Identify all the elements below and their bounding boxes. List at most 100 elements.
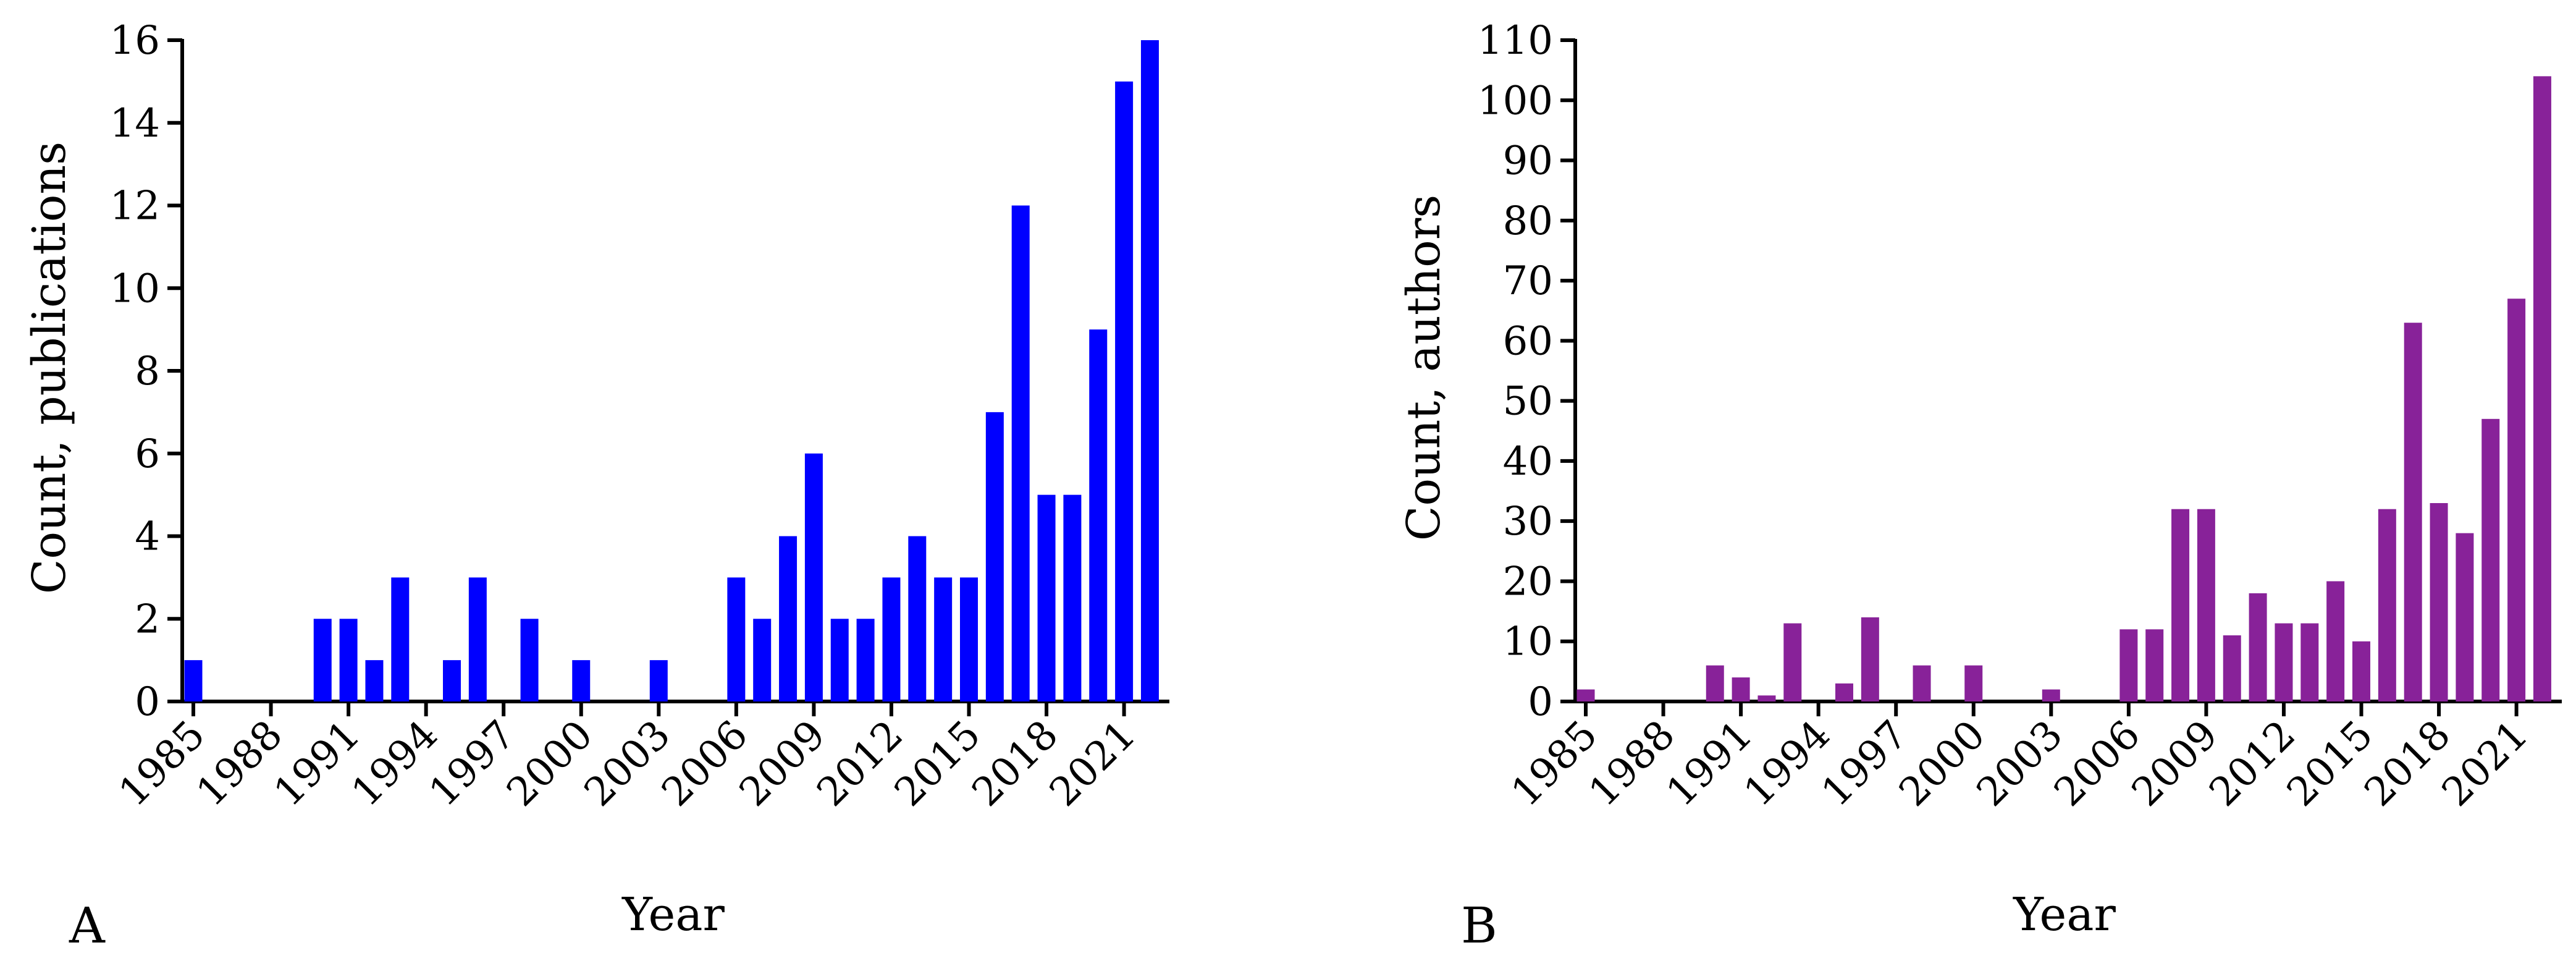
panel-a-bar-2010 — [830, 619, 849, 701]
panel-b-x-tick-label: 2003 — [1968, 712, 2071, 815]
panel-a-x-tick-label: 2012 — [809, 712, 912, 815]
panel-a-y-tick-label: 0 — [135, 679, 160, 725]
panel-a-axes: 0246810121416198519881991199419972000200… — [110, 18, 1169, 815]
panel-a-bar-2019 — [1063, 494, 1082, 701]
panel-b-bar-2006 — [2119, 629, 2138, 701]
panel-b-bar-1985 — [1576, 689, 1595, 701]
panel-a-x-tick-label: 2003 — [576, 712, 679, 815]
panel-a-y-tick-label: 6 — [135, 431, 160, 477]
panel-b-y-tick-label: 10 — [1503, 619, 1553, 665]
panel-a-bar-2022 — [1140, 40, 1159, 701]
panel-b-x-tick-label: 2015 — [2278, 712, 2381, 815]
panel-b-x-tick-label: 1994 — [1735, 712, 1838, 815]
panel-b-bar-2007 — [2145, 629, 2164, 701]
panel-b-y-axis-title: Count, authors — [1397, 195, 1450, 541]
panel-a-bar-2003 — [649, 660, 668, 701]
panel-a-y-tick-label: 4 — [135, 514, 160, 560]
panel-a-bar-1990 — [313, 619, 332, 701]
panel-a-y-tick-label: 16 — [110, 18, 160, 64]
panel-b-bar-2012 — [2275, 623, 2293, 701]
panel-a-bar-2021 — [1115, 81, 1134, 701]
panel-a-bar-2013 — [908, 536, 927, 701]
panel-a-bar-1995 — [443, 660, 461, 701]
panel-b-axes: 0102030405060708090100110198519881991199… — [1478, 18, 2562, 815]
panel-b-bar-2013 — [2300, 623, 2319, 701]
panel-a-x-tick-label: 1988 — [188, 712, 291, 815]
panel-b-x-tick-label: 2000 — [1891, 712, 1994, 815]
panel-b-bar-1995 — [1835, 683, 1853, 701]
panel-b-bar-2015 — [2352, 641, 2370, 701]
panel-b-bar-2014 — [2326, 581, 2345, 701]
panel-a-x-tick-label: 2018 — [964, 712, 1067, 815]
panel-b-bar-2000 — [1964, 665, 1983, 701]
panel-b-bar-2017 — [2404, 323, 2422, 701]
panel-b-label: B — [1461, 897, 1497, 954]
panel-a-y-tick-label: 2 — [135, 596, 160, 642]
panel-a-bar-2000 — [572, 660, 591, 701]
panel-b-x-tick-label: 2018 — [2356, 712, 2459, 815]
panel-b-y-tick-label: 100 — [1478, 78, 1553, 124]
panel-b-bar-1990 — [1706, 665, 1724, 701]
panel-a-bar-1996 — [468, 577, 487, 701]
panel-a-y-tick-label: 12 — [110, 184, 160, 229]
panel-a-bar-1998 — [520, 619, 539, 701]
panel-b-x-tick-label: 1985 — [1503, 712, 1606, 815]
panel-b-bar-2003 — [2042, 689, 2060, 701]
panel-a-y-tick-label: 10 — [110, 266, 160, 311]
panel-b-bar-2022 — [2533, 76, 2551, 701]
panel-a-x-axis-title: Year — [621, 888, 725, 941]
panel-b-y-tick-label: 80 — [1503, 198, 1553, 244]
panel-b-bar-2016 — [2378, 509, 2396, 701]
panel-b-y-tick-label: 0 — [1528, 679, 1553, 725]
panel-a-bar-2006 — [727, 577, 746, 701]
panel-a-bar-1992 — [365, 660, 384, 701]
panel-b-y-tick-label: 30 — [1503, 499, 1553, 544]
panel-b-bar-2020 — [2481, 418, 2500, 701]
panel-a-y-tick-label: 8 — [135, 349, 160, 394]
panel-b-bar-2019 — [2456, 533, 2474, 701]
panel-b-bar-2021 — [2507, 299, 2526, 702]
panel-a-x-tick-label: 1997 — [421, 712, 524, 815]
panel-b-y-tick-label: 110 — [1478, 18, 1553, 64]
panel-a-label: A — [69, 897, 106, 954]
panel-a-bar-2020 — [1089, 329, 1108, 701]
panel-b-bar-1998 — [1913, 665, 1931, 701]
panel-a-bars — [184, 40, 1159, 701]
panel-a-bar-2012 — [882, 577, 901, 701]
panel-b-y-tick-label: 60 — [1503, 318, 1553, 364]
panel-b-x-tick-label: 1988 — [1580, 712, 1683, 815]
panel-a-y-tick-label: 14 — [110, 101, 160, 146]
panel-a-bar-1993 — [391, 577, 410, 701]
panel-b-authors-chart: B Year Count, authors 0 10 20 30 40 50 60 70 80 9… — [1397, 18, 2562, 954]
panel-b-bar-1993 — [1783, 623, 1802, 701]
panel-a-bar-2011 — [856, 619, 875, 701]
panel-b-bar-2010 — [2223, 635, 2241, 701]
panel-a-bar-2014 — [934, 577, 953, 701]
panel-b-y-tick-label: 20 — [1503, 559, 1553, 604]
panel-a-bar-2017 — [1011, 205, 1030, 701]
panel-a-bar-1985 — [184, 660, 203, 701]
panel-a-publications-chart: A Year Count, publications 0 2 4 6 8 10 12 14 16… — [23, 18, 1169, 954]
panel-a-y-axis-title: Count, publications — [23, 142, 76, 594]
panel-a-bar-2008 — [779, 536, 798, 701]
panel-a-x-tick-label: 2000 — [499, 712, 602, 815]
panel-b-y-tick-label: 50 — [1503, 379, 1553, 425]
panel-a-x-tick-label: 1985 — [111, 712, 214, 815]
panel-a-bar-2007 — [753, 619, 772, 701]
panel-b-x-tick-label: 2009 — [2123, 712, 2226, 815]
panel-b-x-tick-label: 2021 — [2433, 712, 2536, 815]
panel-b-bar-2008 — [2171, 509, 2190, 701]
panel-b-bar-2011 — [2249, 593, 2267, 701]
panel-a-x-tick-label: 2015 — [886, 712, 989, 815]
panel-b-bar-1992 — [1757, 695, 1776, 701]
panel-b-bar-1991 — [1732, 677, 1750, 701]
panel-b-x-tick-label: 2006 — [2046, 712, 2149, 815]
panel-b-y-tick-label: 70 — [1503, 258, 1553, 304]
panel-b-bar-2009 — [2197, 509, 2215, 701]
panel-a-x-tick-label: 2021 — [1041, 712, 1144, 815]
panel-a-bar-1991 — [339, 619, 358, 701]
panel-b-x-tick-label: 1991 — [1658, 712, 1761, 815]
panel-b-y-tick-label: 40 — [1503, 439, 1553, 485]
panel-a-bar-2009 — [804, 453, 823, 701]
